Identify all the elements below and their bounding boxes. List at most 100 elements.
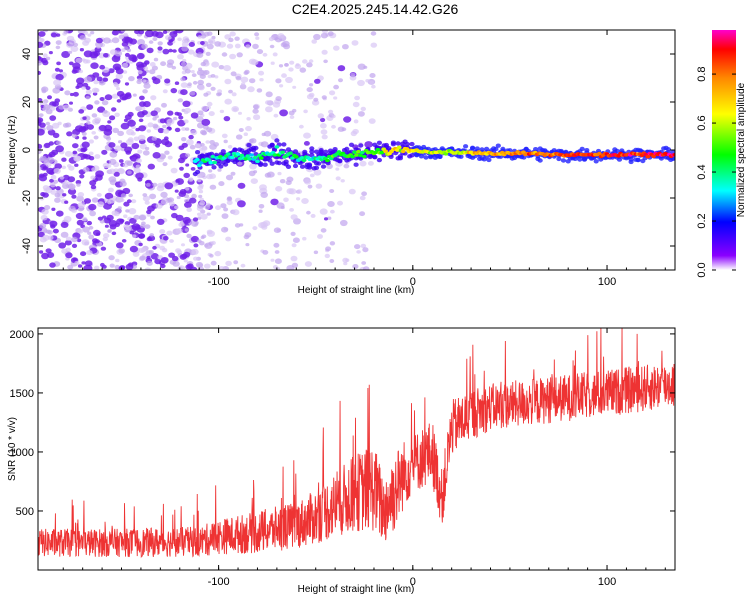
noise-blob <box>234 36 240 41</box>
noise-blob <box>197 178 202 183</box>
spectrogram-y-tick-label: 0 <box>21 147 33 153</box>
noise-blob <box>77 264 83 268</box>
noise-blob <box>238 111 242 115</box>
signal-halo-point <box>320 164 327 169</box>
noise-blob <box>185 153 191 158</box>
noise-blob <box>132 93 137 97</box>
noise-blob <box>198 194 203 199</box>
signal-halo-point <box>493 146 499 152</box>
noise-blob <box>93 135 99 140</box>
signal-halo-point <box>593 159 599 164</box>
noise-blob <box>288 67 294 72</box>
noise-blob <box>317 234 323 239</box>
noise-blob <box>122 62 129 68</box>
signal-ridge-point <box>212 160 218 165</box>
noise-blob <box>90 31 95 35</box>
noise-blob <box>234 43 241 49</box>
signal-halo-point <box>337 158 343 163</box>
noise-blob <box>75 57 83 64</box>
noise-blob <box>245 44 251 49</box>
noise-blob <box>343 116 352 123</box>
noise-blob <box>90 62 99 69</box>
noise-blob <box>74 163 79 167</box>
noise-blob <box>125 209 130 213</box>
noise-blob <box>183 110 189 115</box>
signal-halo-point <box>500 146 506 152</box>
signal-ridge-point <box>359 150 365 155</box>
signal-ridge-point <box>206 158 212 162</box>
noise-blob <box>129 245 138 253</box>
noise-blob <box>151 136 157 141</box>
noise-blob <box>38 31 46 37</box>
signal-halo-point <box>463 144 469 149</box>
noise-blob <box>161 102 167 108</box>
noise-blob <box>72 91 79 97</box>
signal-halo-point <box>292 163 299 169</box>
noise-blob <box>146 260 153 266</box>
noise-blob <box>266 171 275 178</box>
noise-blob <box>139 214 146 221</box>
noise-blob <box>215 205 221 211</box>
noise-blob <box>226 200 233 206</box>
noise-blob <box>333 45 340 51</box>
noise-blob <box>96 44 101 49</box>
noise-blob <box>109 263 115 268</box>
noise-blob <box>61 157 67 162</box>
noise-blob <box>104 192 114 200</box>
noise-blob <box>132 251 140 257</box>
noise-blob <box>204 205 211 210</box>
noise-blob <box>292 85 297 89</box>
noise-blob <box>306 210 311 215</box>
noise-blob <box>146 129 151 133</box>
noise-blob <box>136 79 142 85</box>
noise-blob <box>239 84 247 90</box>
noise-blob <box>333 96 338 100</box>
noise-blob <box>307 184 313 189</box>
noise-blob <box>163 136 169 141</box>
noise-blob <box>142 150 150 156</box>
noise-blob <box>162 30 168 34</box>
signal-ridge-point <box>245 154 251 158</box>
signal-ridge-point <box>336 150 342 154</box>
signal-halo-point <box>195 150 201 155</box>
noise-blob <box>43 104 51 110</box>
signal-ridge-point <box>400 149 406 154</box>
noise-blob <box>137 177 143 182</box>
spectrogram-y-tick-label: -40 <box>21 238 33 254</box>
signal-ridge-point <box>375 147 381 152</box>
noise-blob <box>208 169 213 173</box>
noise-blob <box>84 198 91 204</box>
noise-blob <box>122 70 128 74</box>
signal-ridge-point <box>383 149 388 154</box>
signal-halo-point <box>211 165 217 170</box>
noise-blob <box>289 208 294 212</box>
noise-blob <box>178 115 184 120</box>
noise-blob <box>367 161 374 166</box>
noise-blob <box>71 236 78 243</box>
noise-blob <box>94 154 101 159</box>
noise-blob <box>207 230 215 237</box>
signal-halo-point <box>395 141 401 146</box>
noise-blob <box>116 87 121 91</box>
noise-blob <box>65 122 72 128</box>
noise-blob <box>360 243 367 249</box>
noise-blob <box>45 108 53 115</box>
noise-blob <box>164 182 174 190</box>
noise-blob <box>199 197 204 202</box>
noise-blob <box>350 130 357 137</box>
noise-blob <box>209 143 217 150</box>
noise-blob <box>74 260 80 266</box>
noise-blob <box>304 179 311 185</box>
noise-blob <box>118 140 123 144</box>
noise-blob <box>147 163 155 170</box>
noise-blob <box>221 226 229 233</box>
noise-blob <box>210 260 217 266</box>
noise-blob <box>123 201 130 207</box>
noise-blob <box>108 142 116 148</box>
noise-blob <box>179 166 184 171</box>
noise-blob <box>270 258 275 262</box>
noise-blob <box>201 234 207 239</box>
noise-blob <box>45 56 51 61</box>
signal-ridge-point <box>229 155 235 160</box>
noise-blob <box>38 60 42 66</box>
